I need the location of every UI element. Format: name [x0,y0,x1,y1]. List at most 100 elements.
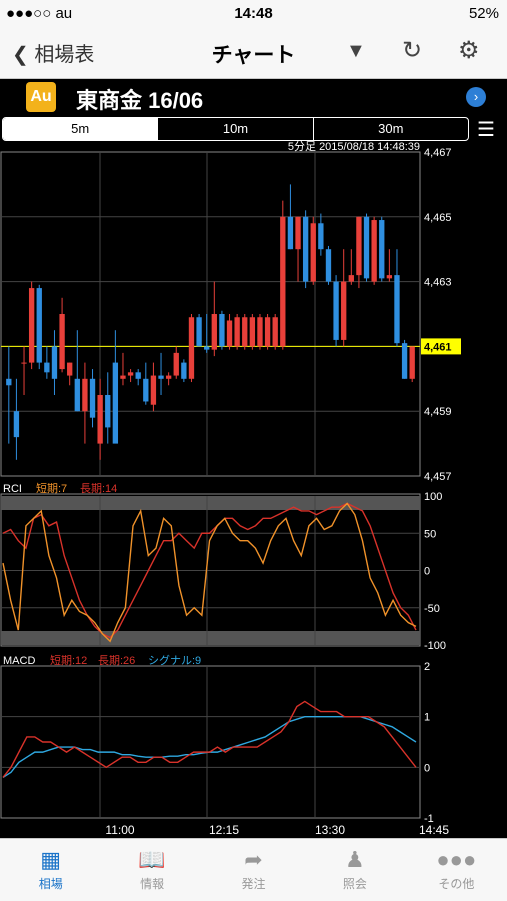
candle-body [386,275,393,279]
tab-info[interactable]: 📖 情報 [101,839,202,901]
candle-body [401,343,408,379]
refresh-icon[interactable]: ↻ [402,37,423,64]
status-bar: ●●●○○ au 14:48 52% [0,0,507,28]
chart-area[interactable]: 5分足 2015/08/18 14:48:39 4,467 4,465 4,463 4… [0,140,507,838]
grid-icon: ▦ [40,847,62,872]
candle-body [44,362,50,373]
rci-tick-label: -50 [424,603,440,615]
candle-body [310,223,316,282]
candle-body [348,275,354,282]
rci-long-label: 長期:14 [80,482,117,495]
candle-body [280,216,286,347]
person-icon: ♟ [345,847,365,872]
back-label: 相場表 [34,44,95,66]
tab-label: その他 [438,877,475,891]
book-icon: 📖 [138,847,166,872]
candle-body [181,362,187,379]
tab-more[interactable]: ●●● その他 [406,839,507,901]
rci-short-line [2,502,417,643]
candle-body [97,395,103,444]
rci-tick-label: 0 [424,566,430,578]
x-tick-label: 12:15 [209,823,239,837]
current-price-box [421,338,461,355]
candle-body [219,314,225,347]
candle-body [356,216,362,276]
candle-body [150,375,157,405]
interval-5m-tab[interactable]: 5m [3,118,158,140]
macd-title: MACD [3,655,35,667]
candle-body [302,216,309,282]
candle-body [36,288,42,363]
candle-body [28,288,35,363]
candle-body [127,372,134,376]
candle-body [135,372,141,379]
candle-body [59,314,65,370]
candle-body [112,362,119,444]
candle-body [333,281,339,340]
candle-body [325,249,332,282]
candle-body [21,362,27,364]
candle-body [89,378,96,418]
macd-long-label: 長期:26 [98,654,135,667]
candle-body [394,275,400,344]
price-tick-label: 4,463 [424,277,452,289]
candle-body [341,281,347,340]
candle-body [226,320,233,347]
tab-bar: ▦ 相場 📖 情報 ➦ 発注 ♟ 照会 ●●● その他 [0,838,507,901]
candle-body [363,216,370,279]
candle-body [371,220,377,282]
back-button[interactable]: ❮ 相場表 [12,38,94,67]
macd-short-label: 短期:12 [50,653,87,667]
chart-info: 5分足 2015/08/18 14:48:39 [288,140,420,153]
interval-10m-tab[interactable]: 10m [157,118,312,140]
candle-body [295,216,301,250]
gear-icon[interactable]: ⚙ [458,37,480,64]
price-tick-label: 4,457 [424,471,452,483]
candle-body [211,314,217,350]
tab-inquiry[interactable]: ♟ 照会 [304,839,405,901]
candle-body [287,216,294,250]
rci-tick-label: 50 [424,528,436,540]
product-header: Au 東商金 16/06 › [0,79,507,115]
rci-short-label: 短期:7 [36,481,67,495]
order-icon: ➦ [244,847,263,872]
tab-label: 発注 [241,877,266,891]
candle-body [264,317,271,347]
nav-bar: ❮ 相場表 チャート ▼ ↻ ⚙ [0,28,507,79]
candle-body [13,411,20,438]
chevron-right-circle-icon[interactable]: › [466,87,486,107]
macd-line [2,700,417,778]
x-tick-label: 11:00 [105,823,134,837]
tab-market[interactable]: ▦ 相場 [0,839,101,901]
candle-body [272,317,278,347]
tab-order[interactable]: ➦ 発注 [203,839,304,901]
more-icon: ●●● [436,847,477,872]
candle-body [318,223,324,250]
x-tick-label: 14:45 [419,823,449,837]
macd-tick-label: 2 [424,661,430,673]
price-tick-label: 4,465 [424,212,452,224]
candle-body [67,362,73,376]
tab-label: 照会 [342,877,367,891]
dropdown-triangle-icon[interactable]: ▼ [346,40,366,62]
gold-badge-icon: Au [26,82,56,112]
status-time: 14:48 [234,5,273,22]
candle-body [249,317,256,347]
candle-body [74,378,80,412]
rci-tick-label: -100 [424,640,446,652]
sliders-settings-icon[interactable]: ☰ [477,119,495,141]
candle-body [82,378,88,412]
current-price-label: 4,461 [424,341,452,353]
candle-body [188,317,195,379]
price-panel [0,151,421,477]
carrier-text: ●●●○○ au [6,5,73,22]
candle-body [409,346,415,379]
candle-body [204,346,210,350]
candle-body [173,352,179,376]
interval-30m-tab[interactable]: 30m [312,118,468,140]
candle-body [143,378,149,402]
price-tick-label: 4,459 [424,406,452,418]
macd-signal-label: シグナル:9 [148,653,201,667]
candle-body [120,375,126,379]
candle-body [242,317,248,347]
